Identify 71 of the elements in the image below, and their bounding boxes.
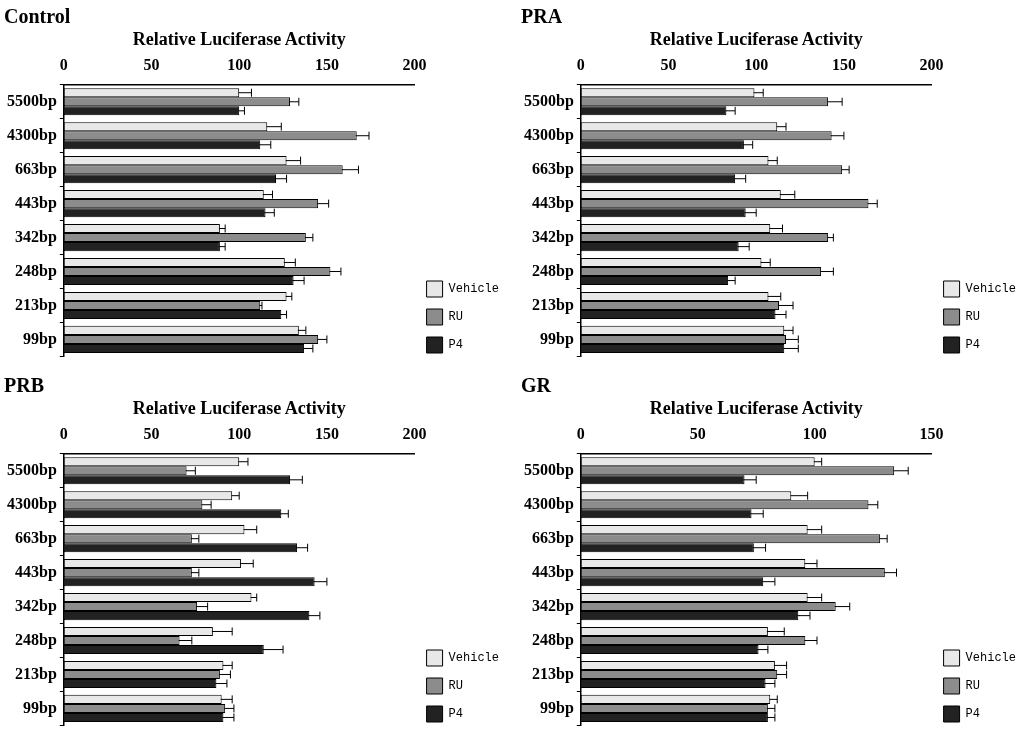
y-tick-label: 443bp xyxy=(532,193,574,212)
y-tick-label: 443bp xyxy=(15,562,57,581)
x-tick-label: 50 xyxy=(660,56,677,74)
y-tick-label: 213bp xyxy=(532,664,574,683)
x-tick-label: 50 xyxy=(143,56,160,74)
x-tick-label: 150 xyxy=(314,425,339,443)
x-tick-label: 200 xyxy=(402,425,427,443)
y-tick-label: 342bp xyxy=(532,227,574,246)
y-tick-label: 99bp xyxy=(540,329,574,348)
y-tick-label: 663bp xyxy=(15,159,57,178)
legend-label: Vehicle xyxy=(448,651,500,666)
y-tick-label: 99bp xyxy=(23,698,57,717)
y-tick-label: 663bp xyxy=(532,159,574,178)
y-tick-label: 663bp xyxy=(532,528,574,547)
legend-label: Vehicle xyxy=(448,282,500,297)
x-tick-label: 100 xyxy=(227,425,252,443)
x-tick-label: 0 xyxy=(576,425,585,443)
legend-label: P4 xyxy=(965,338,980,353)
legend-label: Vehicle xyxy=(965,282,1017,297)
y-tick-label: 342bp xyxy=(532,596,574,615)
y-tick-label: 342bp xyxy=(15,227,57,246)
y-tick-label: 5500bp xyxy=(524,460,574,479)
x-tick-label: 0 xyxy=(59,425,68,443)
legend-label: P4 xyxy=(965,707,980,722)
y-tick-label: 248bp xyxy=(15,261,57,280)
y-tick-label: 5500bp xyxy=(7,91,57,110)
chart-title: PRA xyxy=(521,5,563,28)
x-tick-label: 150 xyxy=(919,425,944,443)
y-tick-label: 248bp xyxy=(15,630,57,649)
x-axis-title: Relative Luciferase Activity xyxy=(132,398,346,419)
y-tick-label: 99bp xyxy=(540,698,574,717)
legend-label: Vehicle xyxy=(965,651,1017,666)
x-tick-label: 150 xyxy=(831,56,856,74)
y-tick-label: 4300bp xyxy=(7,125,57,144)
x-tick-label: 200 xyxy=(919,56,944,74)
x-tick-label: 150 xyxy=(314,56,339,74)
legend-label: RU xyxy=(965,679,980,694)
y-tick-label: 443bp xyxy=(532,562,574,581)
y-tick-label: 443bp xyxy=(15,193,57,212)
legend-label: RU xyxy=(965,310,980,325)
x-tick-label: 100 xyxy=(802,425,827,443)
y-tick-label: 5500bp xyxy=(524,91,574,110)
y-tick-label: 213bp xyxy=(532,295,574,314)
y-tick-label: 213bp xyxy=(15,664,57,683)
y-tick-label: 342bp xyxy=(15,596,57,615)
legend-label: RU xyxy=(448,679,463,694)
legend-label: P4 xyxy=(448,707,463,722)
y-tick-label: 5500bp xyxy=(7,460,57,479)
legend-label: RU xyxy=(448,310,463,325)
x-axis-title: Relative Luciferase Activity xyxy=(132,29,346,50)
y-tick-label: 248bp xyxy=(532,261,574,280)
legend-label: P4 xyxy=(448,338,463,353)
x-tick-label: 200 xyxy=(402,56,427,74)
y-tick-label: 248bp xyxy=(532,630,574,649)
x-tick-label: 0 xyxy=(576,56,585,74)
chart-title: PRB xyxy=(4,374,44,397)
y-tick-label: 4300bp xyxy=(7,494,57,513)
x-axis-title: Relative Luciferase Activity xyxy=(649,398,863,419)
chart-title: GR xyxy=(521,374,552,397)
y-tick-label: 99bp xyxy=(23,329,57,348)
y-tick-label: 663bp xyxy=(15,528,57,547)
x-tick-label: 100 xyxy=(744,56,769,74)
x-tick-label: 50 xyxy=(143,425,160,443)
x-axis-title: Relative Luciferase Activity xyxy=(649,29,863,50)
chart-title: Control xyxy=(4,5,71,28)
y-tick-label: 4300bp xyxy=(524,494,574,513)
y-tick-label: 4300bp xyxy=(524,125,574,144)
x-tick-label: 100 xyxy=(227,56,252,74)
x-tick-label: 0 xyxy=(59,56,68,74)
x-tick-label: 50 xyxy=(689,425,706,443)
y-tick-label: 213bp xyxy=(15,295,57,314)
